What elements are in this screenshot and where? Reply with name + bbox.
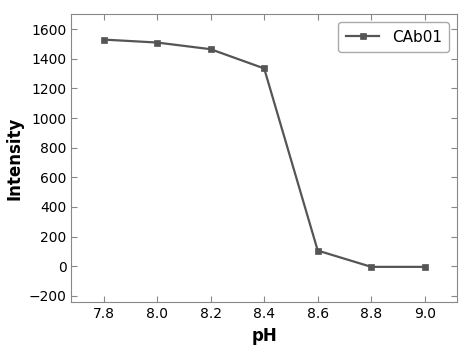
CAb01 (422, 265, 427, 269)
CAb01 (100, 37, 106, 42)
CAb01 (208, 47, 213, 51)
CAb01 (154, 40, 160, 45)
CAb01 (368, 265, 374, 269)
X-axis label: pH: pH (251, 327, 277, 345)
CAb01 (315, 248, 321, 253)
Line: CAb01: CAb01 (100, 36, 428, 270)
Legend: CAb01: CAb01 (338, 22, 449, 52)
CAb01 (261, 66, 267, 71)
Y-axis label: Intensity: Intensity (5, 117, 23, 200)
